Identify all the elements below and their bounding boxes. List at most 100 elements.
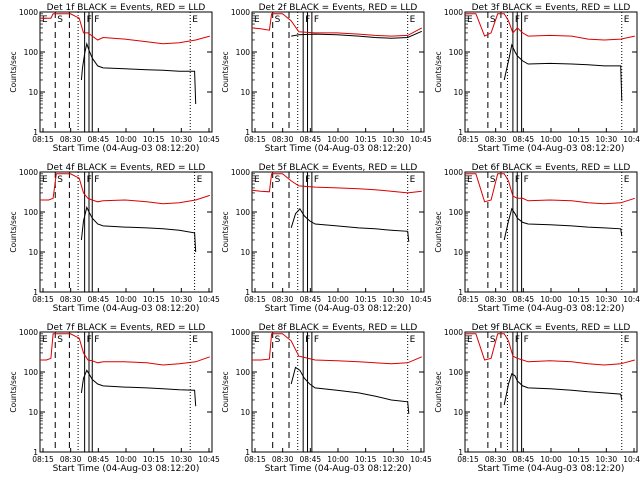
- event-marker-label: S: [275, 335, 281, 345]
- event-marker-label: E: [192, 335, 198, 345]
- panel-title: Det 7f BLACK = Events, RED = LLD: [47, 323, 206, 333]
- x-tick-label: 10:15: [143, 455, 165, 464]
- x-tick-label: 10:30: [383, 135, 405, 144]
- plot-frame: [464, 11, 638, 133]
- x-tick-label: 08:15: [32, 455, 54, 464]
- x-tick-label: 08:45: [513, 295, 535, 304]
- x-tick-label: 10:30: [596, 135, 618, 144]
- plot-frame: [251, 171, 425, 293]
- detector-panel-3: Det 3f BLACK = Events, RED = LLD 1 10 100 10…: [434, 3, 640, 154]
- x-tick-label: 08:15: [244, 295, 266, 304]
- panel-title: Det 6f BLACK = Events, RED = LLD: [472, 163, 631, 173]
- panel-title: Det 2f BLACK = Events, RED = LLD: [259, 3, 418, 13]
- x-tick-label: 08:15: [32, 135, 54, 144]
- x-axis-label: Start Time (04-Aug-03 08:12:20): [53, 144, 200, 154]
- y-tick-label: 1: [33, 288, 38, 297]
- lld-series-line: [251, 173, 422, 194]
- x-tick-label: 10:30: [171, 295, 193, 304]
- y-tick-label: 1000: [19, 168, 38, 177]
- events-series-line: [503, 43, 623, 101]
- plot-frame: [39, 171, 213, 293]
- x-tick-label: 10:00: [540, 295, 562, 304]
- events-series-line: [80, 369, 197, 407]
- event-marker-label: F: [314, 335, 319, 345]
- x-axis-label: Start Time (04-Aug-03 08:12:20): [265, 304, 412, 314]
- event-marker-label: E: [624, 15, 630, 25]
- y-tick-label: 1: [33, 128, 38, 137]
- lld-series-line: [465, 333, 635, 366]
- y-tick-label: 1: [458, 128, 463, 137]
- x-tick-label: 10:30: [596, 295, 618, 304]
- x-tick-label: 08:15: [244, 455, 266, 464]
- event-marker-label: E: [192, 15, 198, 25]
- x-axis-label: Start Time (04-Aug-03 08:12:20): [478, 464, 625, 474]
- plot-frame: [464, 331, 638, 453]
- plot-frame: [251, 331, 425, 453]
- x-tick-label: 10:15: [143, 295, 165, 304]
- event-marker-label: S: [275, 175, 281, 185]
- x-tick-label: 10:45: [410, 135, 432, 144]
- events-series-line: [291, 30, 423, 39]
- y-axis-label: Counts/sec: [434, 51, 443, 92]
- y-tick-label: 100: [24, 208, 39, 217]
- y-axis-label: Counts/sec: [434, 371, 443, 412]
- x-tick-label: 10:00: [115, 135, 137, 144]
- y-axis-label: Counts/sec: [221, 211, 230, 252]
- x-axis-label: Start Time (04-Aug-03 08:12:20): [265, 464, 412, 474]
- detector-panel-2: Det 2f BLACK = Events, RED = LLD 1 10 100 10…: [221, 3, 432, 154]
- x-tick-label: 10:15: [568, 295, 590, 304]
- y-tick-label: 1000: [444, 8, 463, 17]
- event-marker-label: E: [254, 335, 260, 345]
- y-tick-label: 10: [28, 248, 38, 257]
- lld-series-line: [252, 333, 422, 365]
- events-series-line: [503, 207, 623, 241]
- plot-frame: [251, 11, 425, 133]
- panel-title: Det 8f BLACK = Events, RED = LLD: [259, 323, 418, 333]
- x-axis-label: Start Time (04-Aug-03 08:12:20): [53, 304, 200, 314]
- y-tick-label: 100: [24, 48, 39, 57]
- x-axis-label: Start Time (04-Aug-03 08:12:20): [478, 144, 625, 154]
- event-marker-label: E: [467, 335, 473, 345]
- y-tick-label: 100: [24, 368, 39, 377]
- event-marker-label: E: [467, 15, 473, 25]
- x-tick-label: 10:15: [355, 455, 377, 464]
- x-tick-label: 08:30: [272, 455, 294, 464]
- x-tick-label: 10:30: [596, 455, 618, 464]
- detector-panel-6: Det 6f BLACK = Events, RED = LLD 1 10 100 10…: [434, 163, 640, 314]
- panel-title: Det 1f BLACK = Events, RED = LLD: [47, 3, 206, 13]
- x-tick-label: 10:45: [410, 295, 432, 304]
- events-series-line: [80, 41, 197, 105]
- events-series-line: [290, 366, 410, 414]
- lld-series-line: [465, 13, 635, 41]
- event-marker-label: F: [94, 335, 99, 345]
- y-tick-label: 1000: [19, 328, 38, 337]
- x-tick-label: 10:45: [198, 455, 220, 464]
- x-tick-label: 08:30: [485, 295, 507, 304]
- x-tick-label: 10:15: [355, 135, 377, 144]
- x-tick-label: 10:30: [383, 295, 405, 304]
- y-axis-label: Counts/sec: [434, 211, 443, 252]
- x-tick-label: 10:45: [198, 295, 220, 304]
- x-tick-label: 10:30: [383, 455, 405, 464]
- events-series-line: [290, 207, 410, 242]
- x-tick-label: 10:30: [171, 135, 193, 144]
- y-tick-label: 100: [236, 368, 251, 377]
- lld-series-line: [251, 13, 423, 37]
- x-tick-label: 08:45: [88, 455, 110, 464]
- y-tick-label: 1: [245, 128, 250, 137]
- panel-title: Det 4f BLACK = Events, RED = LLD: [47, 163, 206, 173]
- event-marker-label: E: [467, 175, 473, 185]
- event-marker-label: F: [314, 175, 319, 185]
- event-marker-label: F: [94, 15, 99, 25]
- plot-frame: [39, 11, 213, 133]
- y-tick-label: 100: [236, 48, 251, 57]
- event-marker-label: E: [410, 335, 416, 345]
- x-axis-label: Start Time (04-Aug-03 08:12:20): [478, 304, 625, 314]
- x-tick-label: 08:45: [513, 455, 535, 464]
- x-tick-label: 08:15: [457, 295, 479, 304]
- event-marker-label: E: [410, 15, 416, 25]
- x-tick-label: 08:45: [300, 135, 322, 144]
- x-tick-label: 08:45: [513, 135, 535, 144]
- event-marker-label: E: [624, 335, 630, 345]
- event-marker-label: F: [94, 175, 99, 185]
